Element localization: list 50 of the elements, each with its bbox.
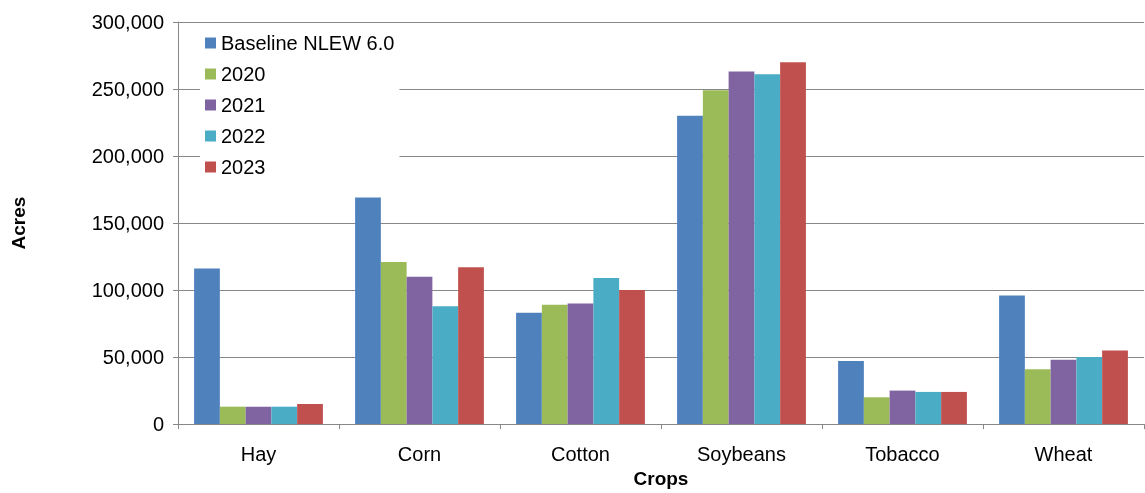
bar bbox=[915, 391, 942, 425]
bar bbox=[355, 197, 381, 425]
legend-label: Baseline NLEW 6.0 bbox=[221, 32, 395, 54]
bar bbox=[1050, 359, 1077, 425]
bar bbox=[941, 391, 967, 425]
legend-label: 2023 bbox=[221, 156, 266, 178]
bar bbox=[567, 303, 594, 425]
y-tick-label: 250,000 bbox=[91, 78, 164, 101]
bar bbox=[619, 290, 645, 425]
bar bbox=[1024, 369, 1051, 425]
bar bbox=[780, 62, 806, 425]
bar bbox=[458, 267, 484, 425]
bar bbox=[541, 304, 568, 425]
bar bbox=[702, 90, 729, 425]
y-tick-label: 300,000 bbox=[91, 11, 164, 33]
bar bbox=[889, 390, 916, 425]
y-tick-label: 100,000 bbox=[91, 279, 164, 302]
bar bbox=[194, 268, 220, 425]
x-tick-label: Corn bbox=[397, 443, 442, 466]
bar bbox=[1102, 350, 1128, 425]
bar bbox=[677, 115, 703, 425]
x-tick-label: Soybeans bbox=[697, 443, 786, 466]
x-tick-label: Hay bbox=[240, 443, 277, 466]
legend-label: 2020 bbox=[221, 63, 266, 85]
bar bbox=[380, 261, 407, 425]
bar bbox=[593, 278, 620, 425]
y-tick-label: 50,000 bbox=[102, 346, 164, 369]
y-tick-label: 0 bbox=[152, 413, 164, 436]
y-tick-label: 200,000 bbox=[91, 145, 164, 168]
legend-label: 2022 bbox=[221, 125, 266, 147]
bar bbox=[838, 361, 864, 425]
x-tick-label: Tobacco bbox=[865, 443, 940, 466]
bar bbox=[406, 276, 433, 425]
bar bbox=[297, 404, 323, 425]
bar bbox=[999, 295, 1025, 425]
bar bbox=[754, 74, 781, 425]
bar bbox=[219, 406, 246, 425]
y-axis-title: Acres bbox=[8, 196, 29, 250]
legend-label: 2021 bbox=[221, 94, 266, 116]
bar bbox=[863, 397, 890, 425]
bar bbox=[1076, 357, 1103, 425]
x-tick-label: Wheat bbox=[1034, 443, 1093, 466]
bar bbox=[432, 306, 459, 425]
bar bbox=[245, 406, 272, 425]
x-tick-label: Cotton bbox=[551, 443, 610, 466]
bar bbox=[271, 406, 298, 425]
bar bbox=[728, 71, 755, 425]
bar bbox=[516, 312, 542, 425]
y-tick-label: 150,000 bbox=[91, 212, 164, 235]
x-axis-title: Crops bbox=[633, 468, 689, 489]
